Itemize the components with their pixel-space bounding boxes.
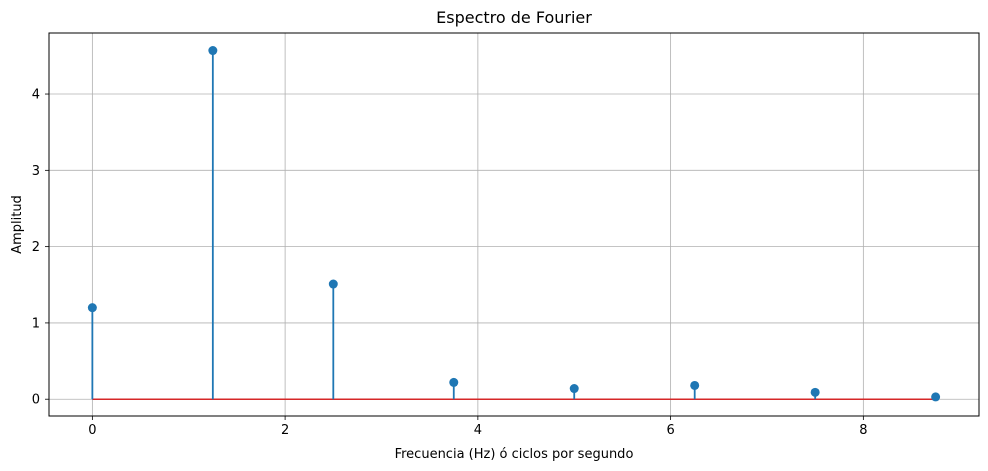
- stem-marker: [328, 279, 338, 289]
- y-tick-label: 2: [32, 240, 40, 255]
- x-tick-label: 2: [281, 423, 289, 438]
- y-tick-label: 3: [32, 164, 40, 179]
- x-tick-label: 8: [859, 423, 867, 438]
- stem-marker: [87, 303, 97, 313]
- grid-layer: [49, 33, 979, 416]
- x-axis-label: Frecuencia (Hz) ó ciclos por segundo: [395, 447, 634, 462]
- y-tick-label: 1: [32, 316, 40, 331]
- x-tick-label: 4: [474, 423, 482, 438]
- stem-marker: [449, 377, 459, 387]
- tick-layer: 0 2 4 6 8 0 1 2 3 4: [32, 88, 868, 438]
- plot-frame: [48, 32, 980, 417]
- stem-marker: [810, 387, 820, 397]
- x-tick-label: 0: [88, 423, 96, 438]
- y-axis-label: Amplitud: [10, 195, 25, 254]
- stem-marker: [208, 46, 218, 56]
- chart-title: Espectro de Fourier: [436, 8, 592, 27]
- y-tick-label: 0: [32, 393, 40, 408]
- y-tick-label: 4: [32, 88, 40, 103]
- x-tick-label: 6: [666, 423, 674, 438]
- stem-layer: [87, 46, 941, 402]
- stem-marker: [569, 384, 579, 394]
- stem-marker: [690, 380, 700, 390]
- stem-marker: [931, 392, 941, 402]
